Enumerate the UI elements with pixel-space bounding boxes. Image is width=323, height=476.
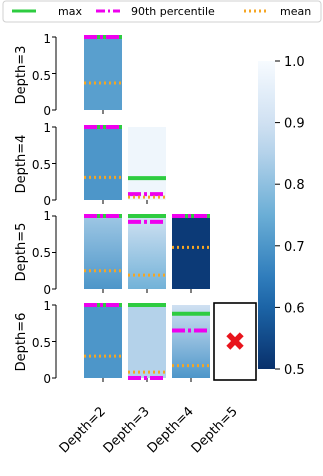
row-1-ytick-0.5: 0.5 <box>32 158 51 172</box>
row-2-ytick-0.5: 0.5 <box>32 246 51 260</box>
cell-fill <box>172 216 210 289</box>
row-3-ytick-1: 1 <box>43 299 51 313</box>
row-3-yaxis: 1 0.5 0 <box>32 299 51 386</box>
cell-depth4-depth2 <box>84 125 122 204</box>
row-0-ytick-0: 0 <box>43 104 51 118</box>
cell-depth6-depth3 <box>128 303 166 382</box>
cell-depth4-depth3 <box>128 127 166 204</box>
row-2-yaxis: 1 0.5 0 <box>32 209 51 297</box>
legend-max-label: max <box>58 5 82 18</box>
row-2-ytick-0: 0 <box>43 283 51 297</box>
row-2-ytick-1: 1 <box>43 209 51 223</box>
col-label-depth4: Depth=4 <box>145 404 197 456</box>
row-0-ytick-0.5: 0.5 <box>32 69 51 83</box>
row-label-depth5: Depth=5 <box>14 223 29 282</box>
colorbar-tick-label: 0.5 <box>284 363 305 378</box>
cell-depth5-depth4 <box>172 214 210 293</box>
row-0-ytick-1: 1 <box>43 32 51 46</box>
row-labels: Depth=3 Depth=4 Depth=5 Depth=6 <box>14 46 29 372</box>
row-1-ytick-1: 1 <box>43 121 51 135</box>
row-label-depth4: Depth=4 <box>14 135 29 194</box>
legend-frame <box>2 0 322 23</box>
heatmap-cells: ✖ <box>52 35 257 382</box>
colorbar-ticks: 1.0 0.9 0.8 0.7 0.6 0.5 <box>275 55 305 378</box>
missing-marker-icon: ✖ <box>224 328 246 358</box>
col-label-depth5: Depth=5 <box>189 404 241 456</box>
row-1-ytick-0: 0 <box>43 194 51 208</box>
row-1-yaxis: 1 0.5 0 <box>32 121 51 208</box>
colorbar-gradient <box>258 61 275 369</box>
colorbar-tick-label: 1.0 <box>284 55 305 70</box>
cell-depth5-depth3 <box>128 214 166 293</box>
cell-depth6-depth2 <box>84 303 122 382</box>
col-label-depth3: Depth=3 <box>101 404 153 456</box>
colorbar-tick-label: 0.7 <box>284 240 305 255</box>
colorbar-tick-label: 0.6 <box>284 301 305 316</box>
colorbar-tick-label: 0.8 <box>284 178 305 193</box>
cell-fill <box>128 305 166 378</box>
cell-fill <box>84 127 122 200</box>
colorbar: 1.0 0.9 0.8 0.7 0.6 0.5 <box>258 55 305 378</box>
legend-p90-label: 90th percentile <box>131 5 215 18</box>
row-3-ytick-0.5: 0.5 <box>32 336 51 350</box>
colorbar-tick-label: 0.9 <box>284 117 305 132</box>
cell-depth3-depth2 <box>84 35 122 114</box>
legend: max 90th percentile mean <box>2 0 322 23</box>
row-3-ytick-0: 0 <box>43 372 51 386</box>
cell-fill <box>128 127 166 200</box>
cell-fill <box>84 37 122 110</box>
cell-fill <box>128 216 166 289</box>
legend-mean-label: mean <box>280 5 311 18</box>
row-label-depth3: Depth=3 <box>14 46 29 105</box>
cell-fill <box>84 305 122 378</box>
col-label-depth2: Depth=2 <box>57 404 109 456</box>
cell-depth6-depth4 <box>172 305 210 382</box>
row-0-yaxis: 1 0.5 0 <box>32 32 51 118</box>
row-label-depth6: Depth=6 <box>14 313 29 372</box>
cell-depth6-depth5: ✖ <box>213 302 257 381</box>
missing-cell-frame <box>213 302 257 381</box>
cell-depth5-depth2 <box>84 214 122 293</box>
column-labels: Depth=2 Depth=3 Depth=4 Depth=5 <box>57 404 241 456</box>
cell-fill <box>84 216 122 289</box>
